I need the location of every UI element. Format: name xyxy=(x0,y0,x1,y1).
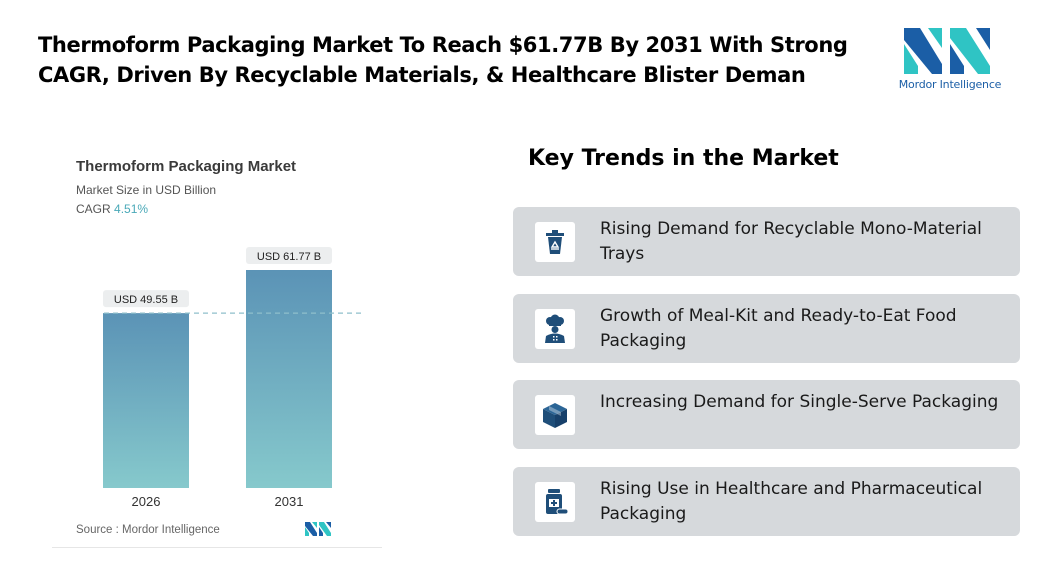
mini-logo-icon xyxy=(305,522,331,536)
mordor-intelligence-logo-icon xyxy=(904,28,990,74)
data-label-bg xyxy=(246,247,332,264)
bar-2031 xyxy=(246,270,332,488)
bar-chart: USD 49.55 B 2026 USD 61.77 B 2031 xyxy=(103,247,364,509)
bar-2026 xyxy=(103,313,189,488)
chart-cagr: CAGR 4.51% xyxy=(76,202,148,216)
trends-title: Key Trends in the Market xyxy=(528,146,839,171)
brand-logo: Mordor Intelligence xyxy=(890,26,1010,96)
x-tick-label: 2031 xyxy=(275,494,304,509)
trend-item: Rising Use in Healthcare and Pharmaceuti… xyxy=(513,467,1020,536)
page-headline: Thermoform Packaging Market To Reach $61… xyxy=(38,33,848,87)
data-label: USD 61.77 B xyxy=(257,251,321,263)
data-label-bg xyxy=(103,290,189,308)
data-label: USD 49.55 B xyxy=(114,294,178,306)
trend-label: Rising Use in Healthcare and Pharmaceuti… xyxy=(600,479,983,524)
chart-subtitle: Market Size in USD Billion xyxy=(76,183,217,197)
trend-label: Increasing Demand for Single-Serve Packa… xyxy=(600,392,999,412)
x-tick-label: 2026 xyxy=(132,494,161,509)
medicine-bottle-icon xyxy=(546,489,569,515)
chart-title: Thermoform Packaging Market xyxy=(76,158,297,175)
trend-item: Rising Demand for Recyclable Mono-Materi… xyxy=(513,207,1020,276)
box-icon xyxy=(543,403,567,428)
recycle-bin-icon xyxy=(546,230,564,254)
chef-icon xyxy=(545,314,565,343)
trend-item: Increasing Demand for Single-Serve Packa… xyxy=(513,380,1020,449)
chart-source: Source : Mordor Intelligence xyxy=(76,524,220,536)
chart-card: USD 49.55 B 2026 USD 61.77 B 2031 Thermofor… xyxy=(52,140,382,548)
trend-label: Growth of Meal-Kit and Ready-to-Eat Food… xyxy=(600,306,957,351)
trend-item: Growth of Meal-Kit and Ready-to-Eat Food… xyxy=(513,294,1020,363)
trend-label: Rising Demand for Recyclable Mono-Materi… xyxy=(600,219,982,264)
cagr-label: CAGR xyxy=(76,202,111,216)
brand-name: Mordor Intelligence xyxy=(898,78,1002,91)
cagr-value: 4.51% xyxy=(114,202,149,216)
